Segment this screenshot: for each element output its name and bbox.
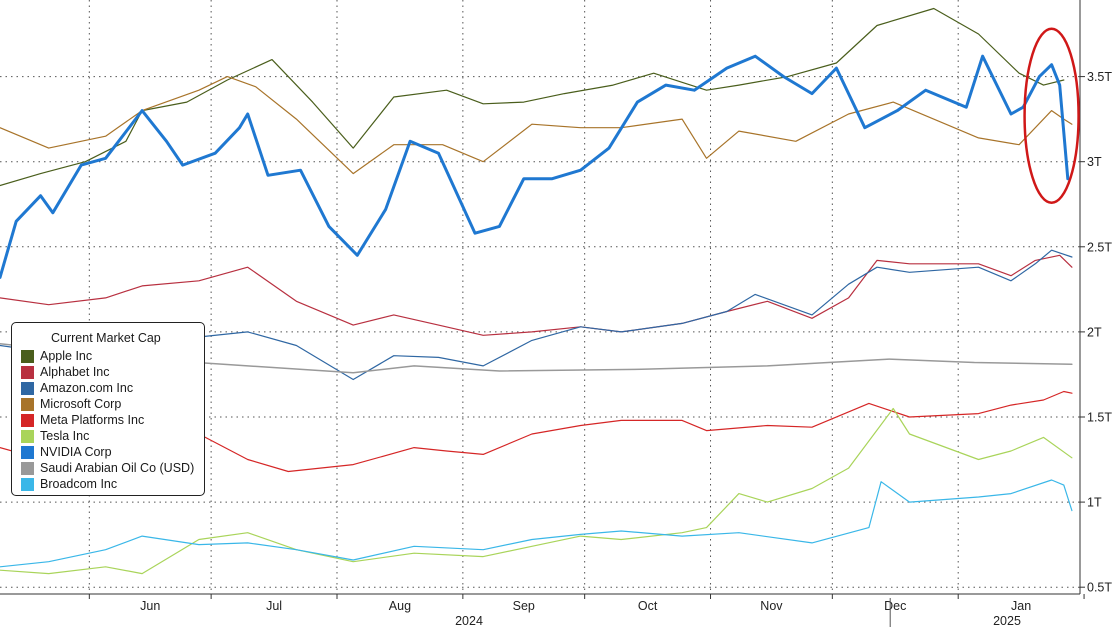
legend-item: Amazon.com Inc xyxy=(21,380,204,396)
legend: Current Market Cap Apple Inc Alphabet Inc… xyxy=(11,322,205,496)
year-label: 2025 xyxy=(993,614,1021,627)
legend-swatch xyxy=(21,445,34,459)
legend-item: Broadcom Inc xyxy=(21,476,204,492)
legend-swatch xyxy=(21,381,34,395)
x-tick-label: Dec xyxy=(884,599,906,613)
legend-item: NVIDIA Corp xyxy=(21,444,204,460)
y-tick-label: 3.5T xyxy=(1087,70,1112,84)
x-tick-label: Sep xyxy=(513,599,535,613)
legend-label: Alphabet Inc xyxy=(40,365,110,379)
x-tick-label: Jun xyxy=(140,599,160,613)
legend-swatch xyxy=(21,349,34,363)
legend-label: Tesla Inc xyxy=(40,429,90,443)
legend-swatch xyxy=(21,477,34,491)
year-label: 2024 xyxy=(455,614,483,627)
legend-swatch xyxy=(21,365,34,379)
x-tick-label: Jan xyxy=(1011,599,1031,613)
y-tick-label: 1T xyxy=(1087,496,1102,510)
series-line-amazon-com-inc xyxy=(0,249,1073,381)
legend-label: Meta Platforms Inc xyxy=(40,413,145,427)
x-tick-label: Oct xyxy=(638,599,658,613)
legend-items: Apple Inc Alphabet Inc Amazon.com Inc Micro… xyxy=(21,348,204,492)
grid-lines xyxy=(0,0,1080,594)
y-tick-label: 1.5T xyxy=(1087,410,1112,424)
x-tick-label: Aug xyxy=(389,599,411,613)
highlight-ellipse xyxy=(1023,27,1080,204)
legend-item: Meta Platforms Inc xyxy=(21,412,204,428)
legend-label: Microsoft Corp xyxy=(40,397,122,411)
legend-label: Amazon.com Inc xyxy=(40,381,134,395)
y-axis: 0.5T 1T 1.5T 2T 2.5T 3T 3.5T xyxy=(1079,0,1112,595)
legend-label: Saudi Arabian Oil Co (USD) xyxy=(40,461,195,475)
legend-swatch xyxy=(21,413,34,427)
legend-swatch xyxy=(21,429,34,443)
series-line-saudi-arabian-oil-co-usd xyxy=(0,343,1073,374)
series-line-apple-inc xyxy=(0,7,1065,187)
legend-label: Apple Inc xyxy=(40,349,93,363)
legend-label: Broadcom Inc xyxy=(40,477,118,491)
y-tick-label: 2.5T xyxy=(1087,240,1112,254)
series-line-nvidia-corp xyxy=(0,54,1070,279)
series-line-broadcom-inc xyxy=(0,479,1073,568)
legend-item: Saudi Arabian Oil Co (USD) xyxy=(21,460,204,476)
x-axis: Jun Jul Aug Sep Oct Nov Dec Jan 2024 2025 xyxy=(0,593,1085,627)
legend-swatch xyxy=(21,397,34,411)
legend-item: Alphabet Inc xyxy=(21,364,204,380)
legend-item: Microsoft Corp xyxy=(21,396,204,412)
legend-title: Current Market Cap xyxy=(51,331,161,345)
annotations xyxy=(1023,27,1080,204)
legend-item: Apple Inc xyxy=(21,348,204,364)
legend-swatch xyxy=(21,461,34,475)
y-tick-label: 3T xyxy=(1087,155,1102,169)
x-tick-label: Nov xyxy=(760,599,783,613)
legend-label: NVIDIA Corp xyxy=(40,445,112,459)
y-tick-label: 0.5T xyxy=(1087,581,1112,595)
y-tick-label: 2T xyxy=(1087,325,1102,339)
series-line-tesla-inc xyxy=(0,407,1073,575)
legend-item: Tesla Inc xyxy=(21,428,204,444)
x-tick-label: Jul xyxy=(266,599,282,613)
series-line-microsoft-corp xyxy=(0,76,1073,175)
